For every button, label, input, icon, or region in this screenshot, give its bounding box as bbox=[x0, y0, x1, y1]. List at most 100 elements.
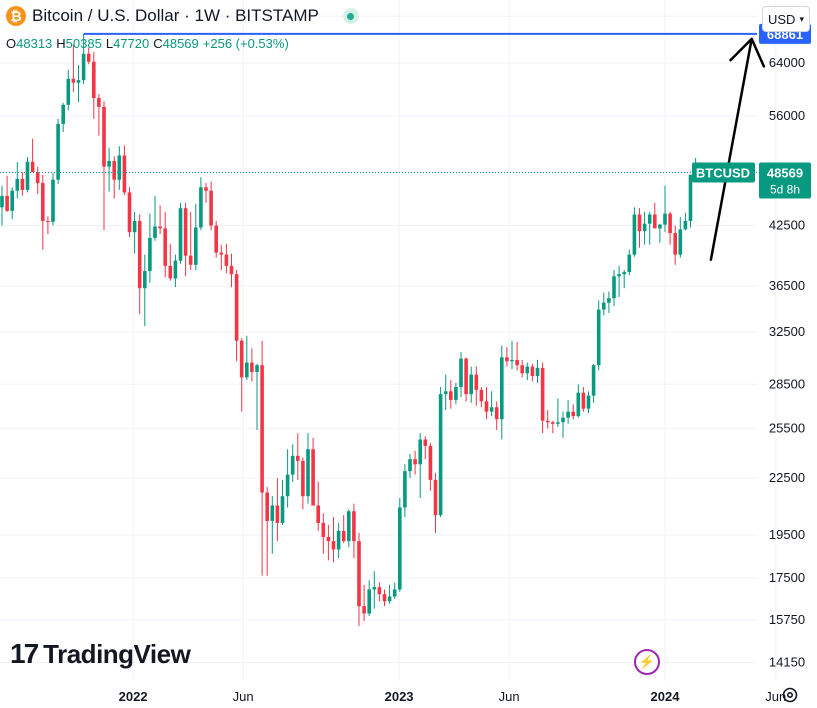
candle-body bbox=[612, 276, 616, 299]
close-label: C bbox=[153, 36, 163, 51]
y-tick-label: 42500 bbox=[769, 218, 805, 233]
candle-body bbox=[10, 190, 14, 211]
gear-icon[interactable] bbox=[780, 685, 800, 705]
candle-body bbox=[46, 220, 50, 222]
candle-body bbox=[413, 459, 417, 465]
candle-body bbox=[433, 479, 438, 516]
candle-body bbox=[71, 78, 76, 83]
candle-body bbox=[194, 227, 198, 265]
y-tick-label: 32500 bbox=[769, 324, 805, 339]
change-value: +256 (+0.53%) bbox=[202, 36, 289, 51]
x-tick-label: 2024 bbox=[651, 689, 681, 704]
candle-body bbox=[117, 155, 122, 180]
candle-body bbox=[341, 530, 346, 542]
countdown-text: 5d 8h bbox=[770, 183, 800, 197]
candle-body bbox=[576, 392, 581, 417]
candle-body bbox=[423, 439, 428, 446]
candle-body bbox=[607, 298, 611, 303]
candle-body bbox=[387, 596, 392, 602]
tradingview-wordmark: TradingView bbox=[43, 638, 191, 669]
candle-body bbox=[158, 226, 162, 229]
last-price-tag[interactable] bbox=[759, 162, 811, 199]
currency-label: USD bbox=[768, 11, 796, 27]
candle-body bbox=[285, 474, 290, 497]
candle-body bbox=[556, 422, 560, 424]
candle-body bbox=[132, 220, 137, 233]
live-status-icon bbox=[342, 8, 359, 24]
candle-body bbox=[56, 123, 60, 180]
candle-body bbox=[15, 178, 20, 191]
arrow-head[interactable] bbox=[729, 37, 766, 68]
candle-body bbox=[229, 265, 234, 275]
low-value: 47720 bbox=[113, 36, 150, 51]
candle-body bbox=[392, 589, 397, 597]
candle-body bbox=[173, 260, 178, 279]
low-label: L bbox=[105, 36, 114, 51]
candle-body bbox=[653, 214, 657, 229]
candle-body bbox=[250, 362, 254, 372]
candle-body bbox=[127, 192, 132, 233]
open-value: 48313 bbox=[16, 36, 53, 51]
candle-body bbox=[398, 507, 402, 590]
candle-body bbox=[479, 389, 484, 402]
candle-body bbox=[306, 449, 310, 497]
candle-body bbox=[245, 362, 249, 378]
candle-body bbox=[622, 272, 626, 275]
candle-body bbox=[81, 53, 86, 81]
candle-body bbox=[673, 233, 677, 255]
candle-body bbox=[566, 411, 570, 418]
y-tick-label: 36500 bbox=[769, 278, 805, 293]
candle-body bbox=[586, 395, 591, 409]
candle-body bbox=[377, 587, 382, 595]
candle-body bbox=[678, 229, 683, 255]
candle-body bbox=[199, 187, 203, 228]
candle-body bbox=[545, 420, 550, 423]
candle-body bbox=[505, 357, 509, 362]
candle-body bbox=[326, 537, 331, 542]
candle-body bbox=[489, 407, 494, 412]
candle-body bbox=[647, 214, 652, 224]
x-tick-label: Jun bbox=[499, 689, 520, 704]
x-tick-label: 2022 bbox=[119, 689, 148, 704]
candle-body bbox=[336, 530, 341, 550]
candle-body bbox=[428, 445, 433, 480]
candle-body bbox=[617, 274, 621, 277]
currency-button[interactable]: USD ▾ bbox=[762, 6, 810, 32]
candle-body bbox=[525, 366, 530, 374]
candle-body bbox=[5, 195, 9, 211]
high-label: H bbox=[56, 36, 66, 51]
tradingview-logo[interactable]: 17 TradingView bbox=[10, 638, 191, 670]
candle-body bbox=[137, 220, 142, 289]
symbol-title[interactable]: Bitcoin / U.S. Dollar · 1W · BITSTAMP bbox=[32, 6, 319, 25]
ohlc-legend: O48313 H50385 L47720 C48569 +256 (+0.53%… bbox=[6, 36, 289, 51]
candle-body bbox=[367, 589, 371, 614]
candle-body bbox=[642, 223, 647, 232]
y-tick-label: 15750 bbox=[769, 612, 805, 627]
candle-body bbox=[270, 505, 275, 521]
candle-body bbox=[438, 394, 443, 516]
candle-body bbox=[280, 496, 285, 523]
candle-body bbox=[357, 541, 361, 607]
lightning-icon[interactable]: ⚡ bbox=[634, 649, 660, 675]
candle-body bbox=[97, 97, 101, 107]
candle-body bbox=[168, 265, 173, 279]
bitcoin-icon: ₿ bbox=[6, 6, 26, 26]
candle-body bbox=[668, 213, 672, 234]
last-price-text: 48569 bbox=[767, 166, 803, 181]
candle-body bbox=[469, 374, 473, 395]
candle-body bbox=[484, 401, 489, 412]
candle-body bbox=[602, 302, 606, 310]
candle-body bbox=[540, 367, 545, 421]
candle-body bbox=[260, 365, 264, 493]
symbol-header[interactable]: ₿ Bitcoin / U.S. Dollar · 1W · BITSTAMP bbox=[6, 6, 359, 26]
symbol-tag-text: BTCUSD bbox=[696, 166, 750, 181]
arrow-shaft[interactable] bbox=[709, 37, 753, 261]
symbol-tag[interactable] bbox=[692, 162, 755, 183]
candle-body bbox=[500, 357, 504, 420]
candle-body bbox=[663, 213, 667, 225]
candle-body bbox=[571, 411, 575, 417]
candle-body bbox=[459, 358, 463, 388]
candle-body bbox=[76, 80, 81, 83]
candle-body bbox=[530, 366, 535, 376]
